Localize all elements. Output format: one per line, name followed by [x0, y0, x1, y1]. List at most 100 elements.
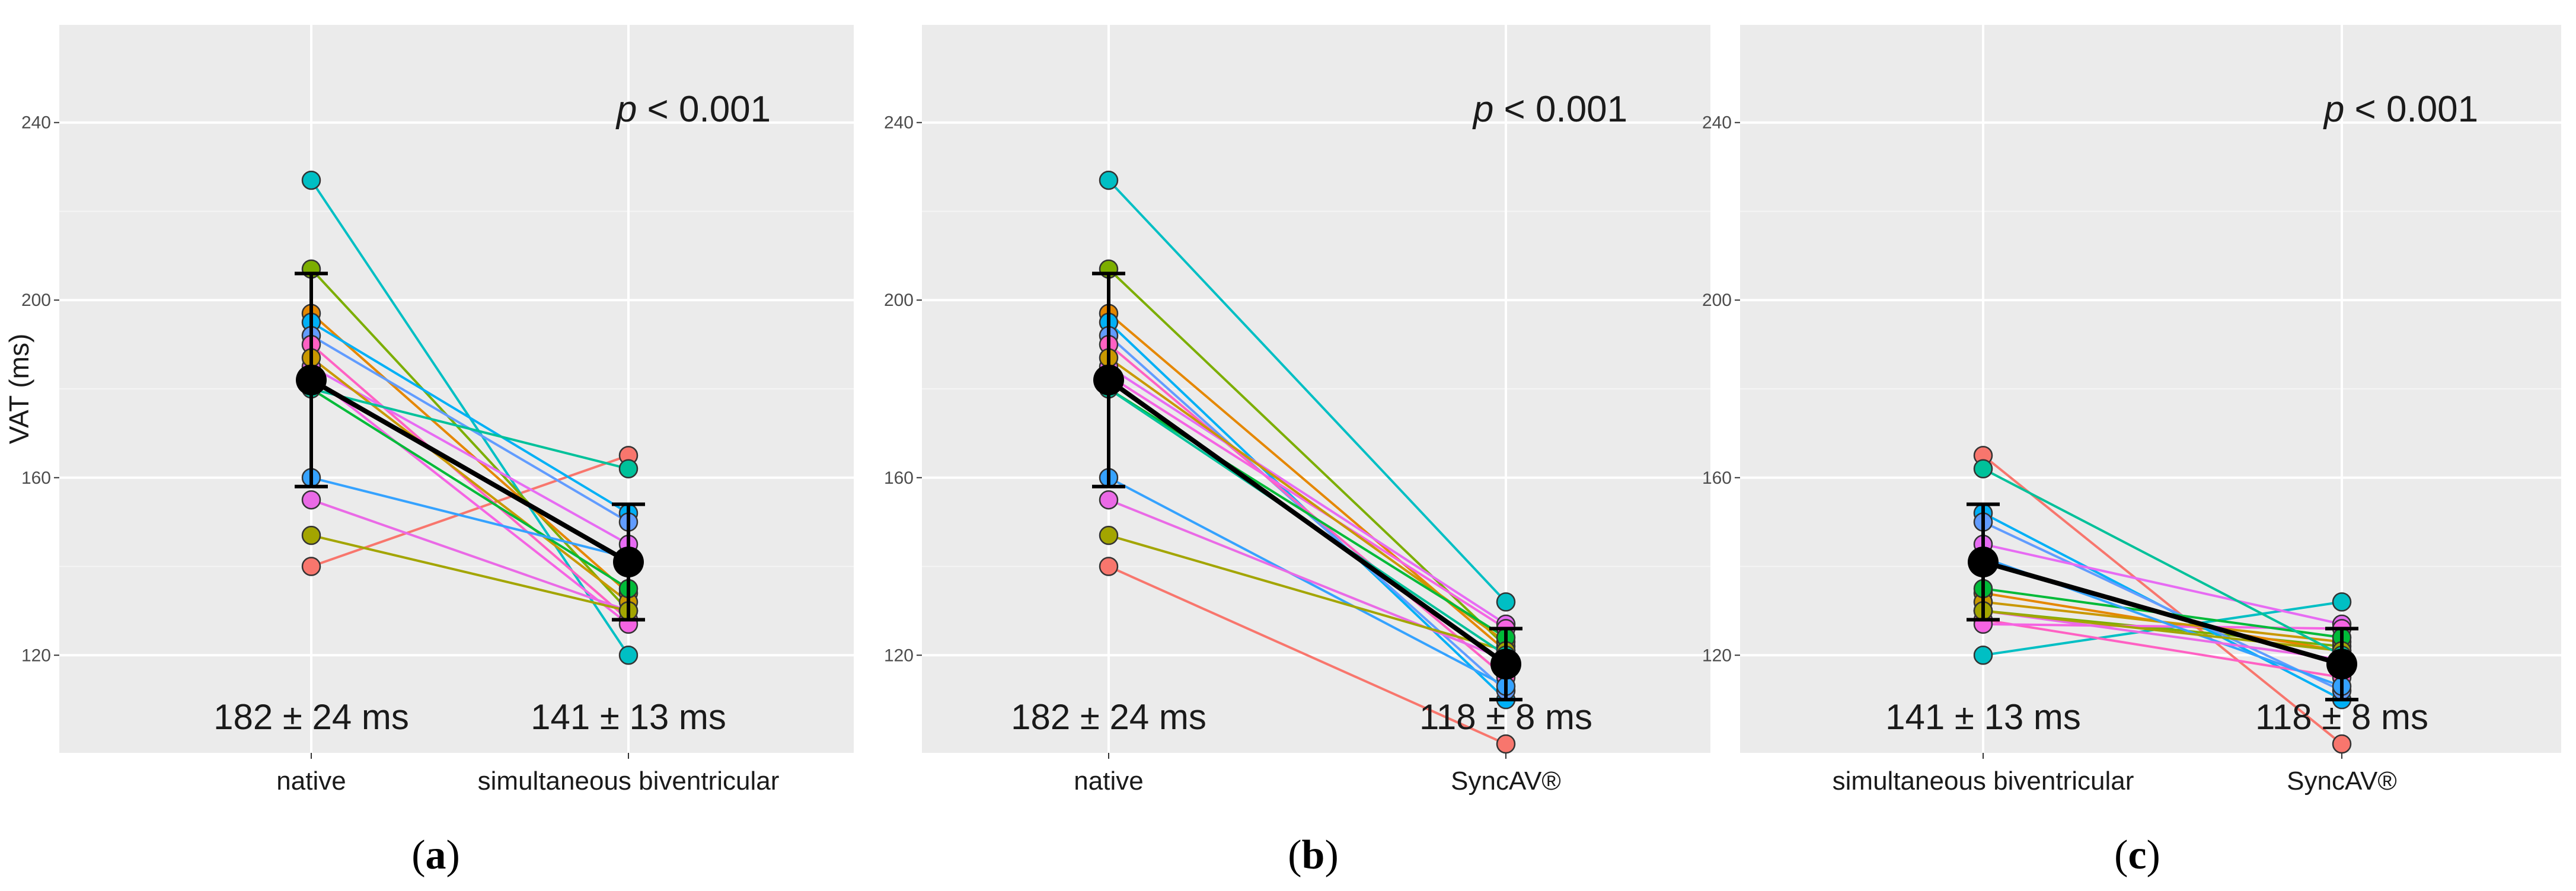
mean-line: [1106, 378, 1508, 667]
patient-line: [1107, 268, 1507, 647]
patient-point: [1973, 646, 1993, 665]
panel-label: (c): [2114, 832, 2160, 878]
patient-line: [1108, 499, 1506, 661]
patient-line: [1107, 365, 1507, 625]
patient-line: [1982, 454, 2343, 745]
mean-point: [1490, 649, 1521, 680]
patient-line: [1107, 179, 1507, 603]
patient-line: [1983, 468, 2342, 657]
patient-line: [310, 268, 630, 612]
patient-line: [311, 388, 629, 470]
panel-label-close: ): [2147, 832, 2160, 878]
panel-label: (a): [411, 832, 460, 878]
group-stat: 118 ± 8 ms: [2255, 697, 2428, 737]
panel-b: 120 160 200 240 native SyncAV® p < 0.001 182 ± …: [884, 25, 1710, 878]
y-tick-label: 160: [21, 468, 51, 488]
patient-point: [301, 557, 321, 576]
panel-label-close: ): [1324, 832, 1338, 878]
y-tick-label: 120: [884, 646, 914, 665]
mean-point: [1968, 547, 1999, 578]
patient-line: [310, 357, 630, 603]
y-tick-label: 200: [1702, 290, 1732, 310]
y-tick-label: 200: [21, 290, 51, 310]
patient-point: [618, 646, 639, 665]
patient-point: [618, 459, 639, 479]
x-tick-label: simultaneous biventricular: [1833, 767, 2134, 796]
panel-a: 120 160 200 240 native simultaneous biventric…: [4, 25, 854, 878]
patient-point: [2332, 734, 2352, 754]
patient-line: [1108, 476, 1506, 688]
patient-point: [2332, 592, 2352, 612]
patient-point: [1496, 592, 1516, 612]
patient-line: [1107, 343, 1507, 679]
patient-point: [301, 525, 321, 545]
mean-line: [1981, 560, 2344, 667]
y-tick-label: 240: [21, 113, 51, 133]
patient-line: [310, 321, 630, 515]
y-tick-label: 160: [884, 468, 914, 488]
p-value-symbol: p: [615, 89, 637, 130]
y-tick-label: 200: [884, 290, 914, 310]
patient-line: [311, 365, 629, 545]
mean-point: [296, 365, 327, 396]
x-tick-label: native: [1074, 767, 1143, 796]
patient-line: [311, 476, 629, 559]
patient-line: [310, 343, 630, 621]
patient-point: [1099, 525, 1119, 545]
x-tick-label: simultaneous biventricular: [478, 767, 780, 796]
mean-point: [613, 547, 644, 578]
p-value: p < 0.001: [1472, 89, 1627, 130]
group-stat: 118 ± 8 ms: [1419, 697, 1592, 737]
patient-point: [301, 490, 321, 510]
p-value-symbol: p: [1472, 89, 1493, 130]
p-value-text: < 0.001: [2344, 89, 2478, 130]
group-stat: 141 ± 13 ms: [1885, 697, 2081, 737]
x-tick-label: native: [276, 767, 346, 796]
p-value: p < 0.001: [2323, 89, 2478, 130]
mean-point: [2326, 649, 2357, 680]
x-tick-label: SyncAV®: [1451, 767, 1561, 796]
panel-label-letter: a: [426, 832, 446, 878]
panel-label-letter: b: [1302, 832, 1325, 878]
patient-line: [310, 374, 630, 625]
y-tick-label: 240: [884, 113, 914, 133]
patient-point: [1496, 734, 1516, 754]
patient-line: [1983, 543, 2342, 625]
y-tick-label: 120: [21, 646, 51, 665]
patient-line: [310, 312, 630, 594]
patient-point: [1099, 490, 1119, 510]
p-value-text: < 0.001: [637, 89, 771, 130]
patient-line: [1108, 565, 1506, 745]
patient-line: [311, 534, 629, 612]
x-tick-label: SyncAV®: [2287, 767, 2397, 796]
y-tick-label: 240: [1702, 113, 1732, 133]
panel-c: 120 160 200 240 simultaneous biventricular Sy…: [1702, 25, 2561, 878]
group-stat: 182 ± 24 ms: [1011, 697, 1206, 737]
patient-line: [1107, 374, 1507, 630]
patient-line: [1108, 534, 1506, 652]
y-tick-label: 160: [1702, 468, 1732, 488]
mean-point: [1093, 365, 1124, 396]
p-value-text: < 0.001: [1493, 89, 1627, 130]
panel-label-open: (: [1288, 832, 1301, 878]
patient-point: [1099, 170, 1119, 190]
panel-label-close: ): [446, 832, 460, 878]
patient-line: [1983, 609, 2342, 661]
patient-line: [311, 499, 629, 612]
patient-line: [1107, 356, 1507, 643]
patient-line: [1107, 388, 1507, 639]
patient-line: [1983, 609, 2342, 652]
group-stat: 141 ± 13 ms: [531, 697, 726, 737]
patient-line: [310, 388, 630, 590]
panel-label: (b): [1288, 832, 1339, 878]
panel-label-open: (: [411, 832, 425, 878]
patient-line: [1983, 618, 2342, 679]
p-value: p < 0.001: [615, 89, 771, 130]
patient-point: [301, 170, 321, 190]
p-value-symbol: p: [2323, 89, 2344, 130]
patient-point: [1973, 459, 1993, 479]
panel-label-open: (: [2114, 832, 2128, 878]
patient-line: [1983, 622, 2342, 630]
patient-line: [1983, 520, 2342, 692]
